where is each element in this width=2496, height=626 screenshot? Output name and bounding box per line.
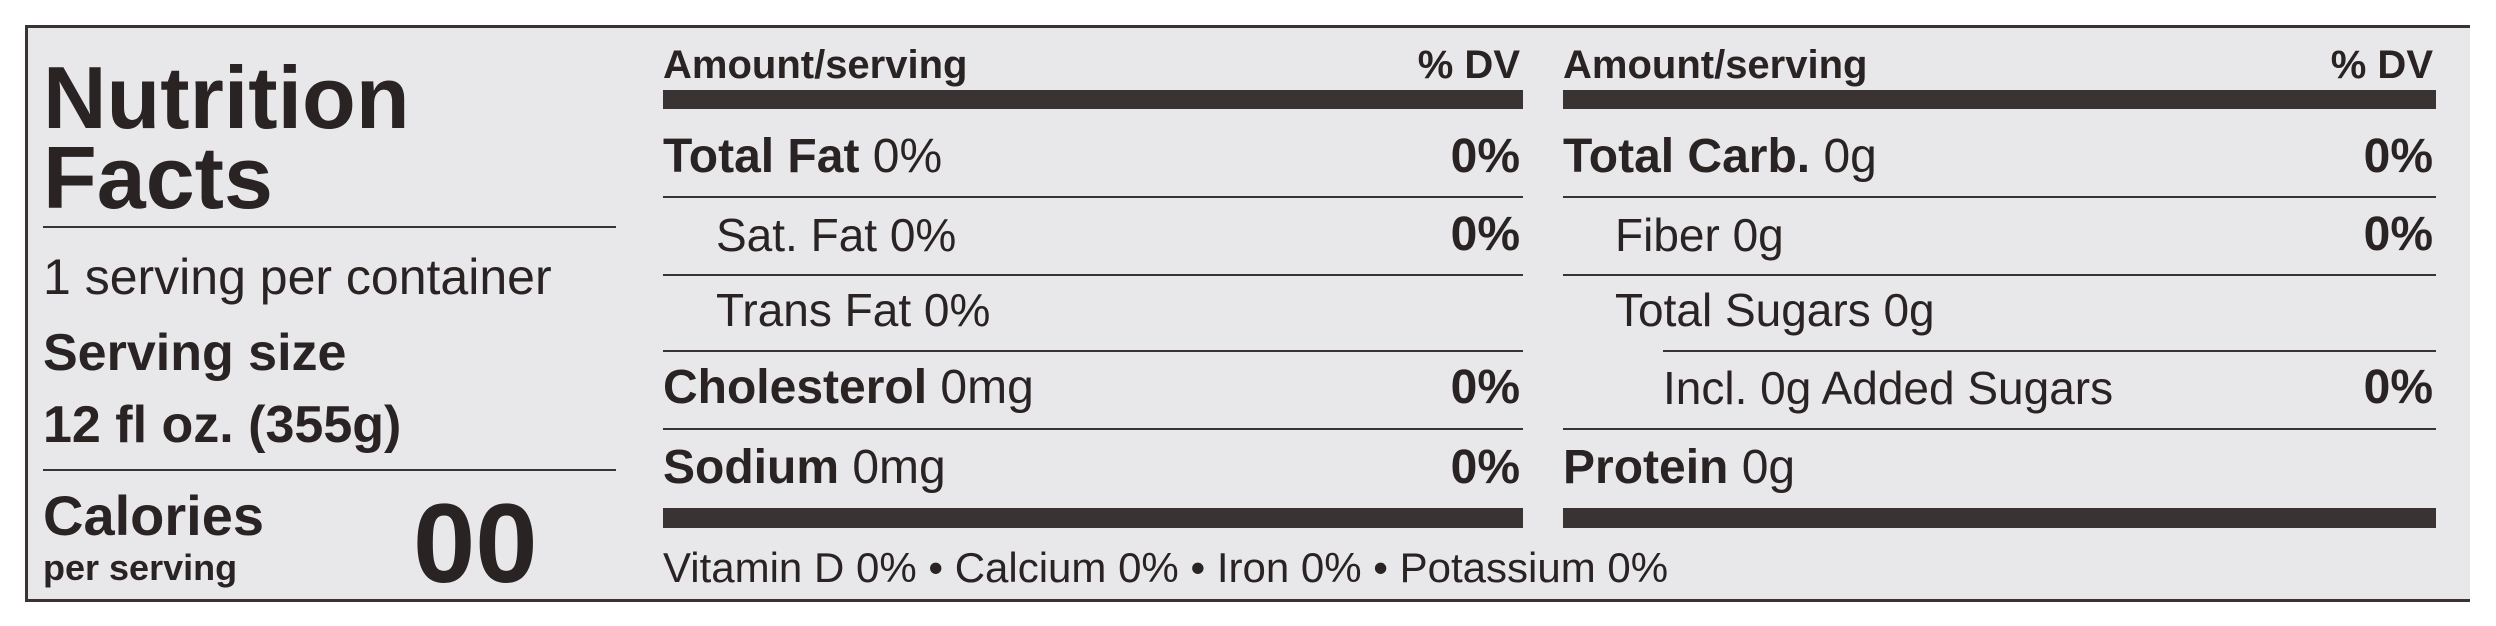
- divider: [43, 226, 616, 228]
- header-amount: Amount/serving: [663, 43, 968, 87]
- nutrient-amount: 0mg: [852, 441, 946, 494]
- nutrient-name: Total Fat: [663, 130, 860, 183]
- daily-value: 0%: [1450, 208, 1520, 261]
- thick-bar: [1563, 508, 2436, 528]
- nutrition-label: Nutrition Facts 1 serving per container …: [25, 25, 2470, 602]
- nutrient-label: Sat. Fat 0%: [716, 209, 957, 261]
- serving-size-value: 12 fl oz. (355g): [43, 396, 402, 454]
- thick-bar: [1563, 90, 2436, 109]
- nutrient-row: Sodium 0mg: [663, 444, 946, 492]
- nutrient-name: Cholesterol: [663, 361, 928, 414]
- title-line: Facts: [43, 128, 273, 227]
- row-divider: [1563, 274, 2436, 276]
- row-divider: [663, 428, 1523, 430]
- calories-label: Calories: [43, 484, 264, 547]
- nutrient-amount: 0g: [1823, 130, 1877, 183]
- header-amount: Amount/serving: [1563, 43, 1868, 87]
- nutrient-label: Trans Fat 0%: [716, 284, 991, 336]
- nutrient-row: Cholesterol 0mg: [663, 364, 1034, 412]
- row-divider: [663, 196, 1523, 198]
- daily-value: 0%: [2363, 130, 2433, 183]
- row-divider: [1663, 350, 2436, 352]
- nutrient-label: Incl. 0g Added Sugars: [1663, 362, 2114, 414]
- row-divider: [663, 274, 1523, 276]
- thick-bar: [663, 90, 1523, 109]
- calories-sub: per serving: [43, 547, 238, 588]
- header-dv: % DV: [1417, 43, 1520, 87]
- thick-bar: [663, 508, 1523, 528]
- row-divider: [663, 350, 1523, 352]
- daily-value: 0%: [1450, 361, 1520, 414]
- servings: 1 serving per container: [43, 249, 552, 305]
- nutrient-label: Total Sugars 0g: [1615, 284, 1935, 336]
- calories-value: 00: [413, 481, 538, 606]
- nutrient-label: Fiber 0g: [1615, 209, 1784, 261]
- nutrient-row: Protein 0g: [1563, 444, 1795, 492]
- row-divider: [1563, 428, 2436, 430]
- daily-value: 0%: [2363, 208, 2433, 261]
- daily-value: 0%: [2363, 361, 2433, 414]
- row-divider: [1563, 196, 2436, 198]
- nutrient-name: Protein: [1563, 441, 1729, 494]
- serving-size-label: Serving size: [43, 324, 347, 382]
- nutrient-name: Sodium: [663, 441, 839, 494]
- daily-value: 0%: [1450, 130, 1520, 183]
- nutrient-row: Total Carb. 0g: [1563, 133, 1877, 181]
- nutrient-name: Total Carb.: [1563, 130, 1811, 183]
- nutrient-amount: 0g: [1741, 441, 1796, 494]
- divider: [43, 469, 616, 471]
- nutrient-row: Total Fat 0%: [663, 133, 942, 181]
- footer: Vitamin D 0% • Calcium 0% • Iron 0% • Po…: [663, 544, 1669, 591]
- nutrient-amount: 0%: [872, 130, 943, 183]
- nutrient-amount: 0mg: [940, 361, 1034, 414]
- daily-value: 0%: [1450, 441, 1520, 494]
- title-line: Nutrition: [43, 48, 410, 147]
- header-dv: % DV: [2330, 43, 2433, 87]
